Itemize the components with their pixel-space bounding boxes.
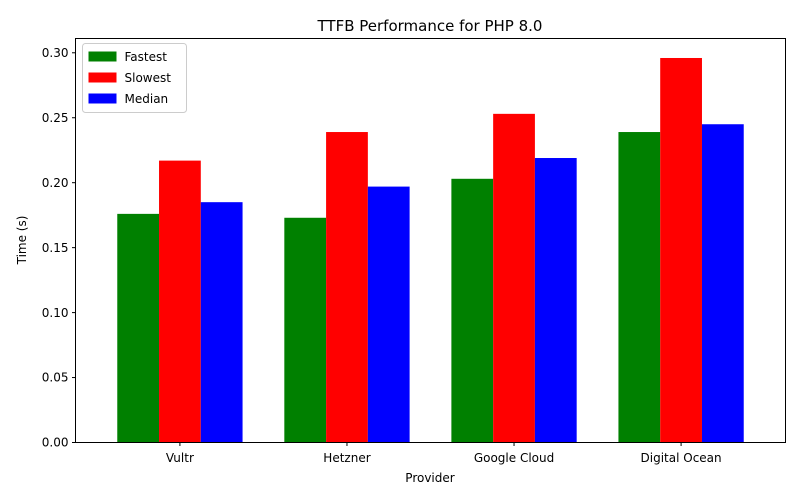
y-tick-label: 0.30 [42, 46, 69, 60]
bar-slowest-3 [660, 57, 702, 443]
y-axis: 0.00 0.05 0.10 0.15 0.20 0.25 0.30 [42, 46, 76, 450]
bar-fastest-3 [618, 132, 661, 443]
bar-median-0 [200, 202, 243, 443]
plot-frame [75, 38, 786, 443]
y-tick-label: 0.20 [42, 176, 69, 190]
y-axis-label: Time (s) [15, 216, 29, 266]
y-tick-label: 0.10 [42, 306, 69, 320]
x-tick-label: Vultr [166, 451, 194, 465]
bar-slowest-2 [493, 113, 535, 443]
bar-fastest-0 [117, 213, 160, 443]
y-tick-label: 0.25 [42, 111, 69, 125]
bar-median-2 [534, 158, 577, 443]
legend-swatch-fastest [88, 51, 117, 62]
bar-median-3 [701, 124, 744, 443]
bar-fastest-1 [284, 217, 327, 443]
legend-label-slowest: Slowest [125, 71, 172, 85]
plot-bars [117, 57, 744, 443]
bar-slowest-0 [159, 160, 201, 443]
y-tick-label: 0.00 [42, 436, 69, 450]
y-tick-label: 0.15 [42, 241, 69, 255]
bar-fastest-2 [451, 178, 494, 443]
bar-median-1 [367, 186, 410, 443]
legend-swatch-median [88, 93, 117, 104]
x-tick-label: Google Cloud [474, 451, 554, 465]
legend-swatch-slowest [88, 72, 117, 83]
legend-label-median: Median [125, 92, 169, 106]
x-axis: Vultr Hetzner Google Cloud Digital Ocean [166, 442, 722, 465]
legend-label-fastest: Fastest [125, 50, 168, 64]
bar-slowest-1 [326, 132, 368, 443]
chart-title: TTFB Performance for PHP 8.0 [317, 17, 543, 35]
x-tick-label: Digital Ocean [641, 451, 722, 465]
legend: Fastest Slowest Median [82, 43, 187, 113]
x-axis-label: Provider [405, 471, 454, 485]
x-tick-label: Hetzner [323, 451, 370, 465]
y-tick-label: 0.05 [42, 371, 69, 385]
